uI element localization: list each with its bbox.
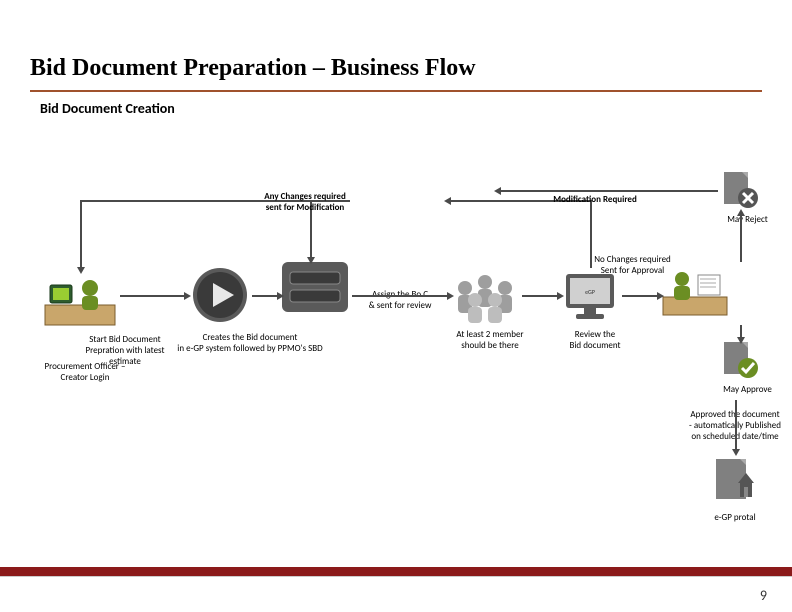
node-play bbox=[190, 265, 250, 325]
node-label-reject: May Reject bbox=[720, 215, 775, 226]
node-published bbox=[710, 455, 760, 510]
flow-arrow bbox=[80, 200, 82, 268]
arrow-head-icon bbox=[737, 337, 745, 344]
node-label-form: Assign the Bo.C& sent for review bbox=[355, 290, 445, 312]
arrow-head-icon bbox=[307, 257, 315, 264]
flow-diagram: Start Bid DocumentPrepration with latest… bbox=[0, 100, 792, 450]
node-label-monitor: Review theBid document bbox=[555, 330, 635, 352]
flow-arrow bbox=[740, 215, 742, 262]
node-group bbox=[450, 270, 520, 325]
node-monitor: eGP bbox=[560, 270, 620, 325]
svg-text:eGP: eGP bbox=[585, 288, 595, 296]
arrow-head-icon bbox=[732, 449, 740, 456]
node-label-play: Creates the Bid documentin e-GP system f… bbox=[175, 333, 325, 355]
feedback-label: Any Changes requiredsent for Modificatio… bbox=[250, 192, 360, 214]
title-underline bbox=[30, 90, 762, 92]
flow-arrow bbox=[622, 295, 658, 297]
arrow-head-icon bbox=[447, 292, 454, 300]
node-label-published: e-GP protal bbox=[705, 513, 765, 524]
node-approve bbox=[720, 340, 760, 380]
node-form bbox=[280, 260, 350, 315]
flow-arrow bbox=[252, 295, 278, 297]
arrow-head-icon bbox=[184, 292, 191, 300]
arrow-head-icon bbox=[444, 197, 451, 205]
feedback-label: Modification Required bbox=[540, 195, 650, 206]
slide-title: Bid Document Preparation – Business Flow bbox=[30, 55, 476, 82]
node-officer bbox=[40, 270, 120, 330]
footer-band bbox=[0, 576, 792, 612]
arrow-head-icon bbox=[557, 292, 564, 300]
page-number: 9 bbox=[760, 587, 767, 604]
flow-arrow bbox=[500, 190, 718, 192]
flow-arrow bbox=[590, 200, 592, 268]
arrow-head-icon bbox=[737, 209, 745, 216]
node-label-group: At least 2 membershould be there bbox=[445, 330, 535, 352]
node-label-approve: May Approve bbox=[715, 385, 780, 396]
node-label-approver: No Changes requiredSent for Approval bbox=[585, 255, 680, 277]
flow-arrow bbox=[735, 400, 737, 450]
arrow-head-icon bbox=[494, 187, 501, 195]
arrow-head-icon bbox=[77, 267, 85, 274]
node-reject bbox=[720, 170, 760, 210]
node-label-officer: Procurement Officer –Creator Login bbox=[30, 362, 140, 384]
flow-arrow bbox=[352, 295, 448, 297]
flow-arrow bbox=[120, 295, 185, 297]
arrow-head-icon bbox=[657, 292, 664, 300]
flow-arrow bbox=[522, 295, 558, 297]
arrow-head-icon bbox=[277, 292, 284, 300]
